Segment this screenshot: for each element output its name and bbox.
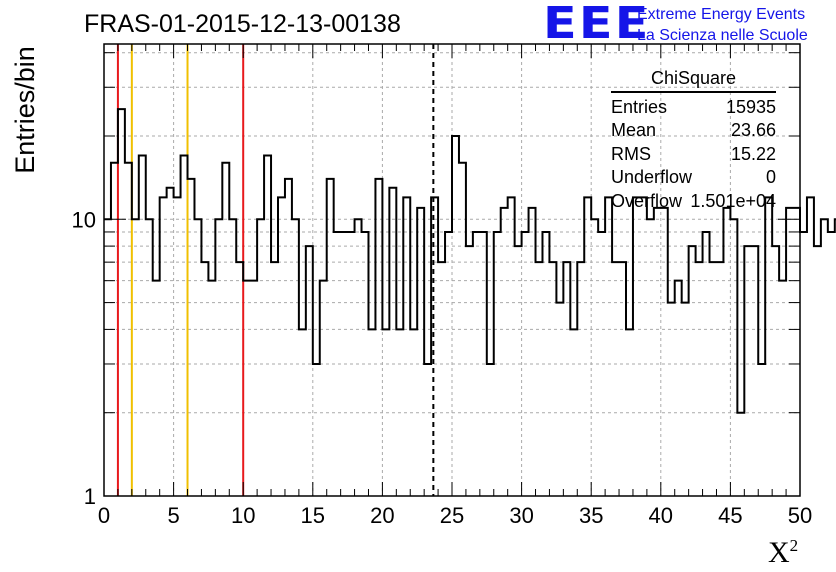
x-tick-label: 50: [788, 503, 812, 528]
stats-label: Mean: [611, 120, 657, 140]
x-tick-label: 40: [649, 503, 673, 528]
stats-label: Entries: [611, 96, 668, 117]
x-tick-label: 45: [718, 503, 742, 528]
stats-row-mean: Mean 23.66: [611, 119, 776, 143]
x-axis-label-base: X: [768, 536, 790, 569]
x-tick-label: 5: [167, 503, 179, 528]
x-tick-label: 10: [231, 503, 255, 528]
logo-line-1: Extreme Energy Events: [637, 6, 806, 23]
stats-value: 15935: [725, 96, 776, 117]
stats-value: 23.66: [730, 120, 776, 140]
x-tick-label: 25: [440, 503, 464, 528]
stats-rows: Entries 15935 Mean 23.66 RMS 15.22 Underflow 0 O…: [611, 96, 776, 214]
x-tick-label: 35: [579, 503, 603, 528]
x-axis-label-exponent: 2: [789, 536, 799, 555]
x-tick-label: 15: [301, 503, 325, 528]
stats-row-rms: RMS 15.22: [611, 143, 776, 167]
stats-row-entries: Entries 15935: [611, 96, 776, 120]
stats-value: 15.22: [730, 143, 776, 164]
stats-label: Underflow: [611, 167, 693, 187]
logo-caption: Extreme Energy Events La Scienza nelle S…: [637, 4, 808, 46]
x-axis-label: X2: [768, 536, 798, 570]
logo-line-2: La Scienza nelle Scuole: [637, 27, 808, 44]
y-tick-label: 1: [84, 484, 96, 509]
stats-label: RMS: [611, 143, 651, 164]
stats-label: Overflow: [611, 190, 683, 211]
eee-logo: EEE: [543, 0, 651, 49]
y-tick-label: 10: [72, 207, 96, 232]
stats-box: ChiSquare Entries 15935 Mean 23.66 RMS 15.22 U…: [611, 67, 776, 213]
stats-row-overflow: Overflow 1.501e+04: [611, 190, 776, 214]
stats-title: ChiSquare: [611, 67, 776, 93]
stats-row-underflow: Underflow 0: [611, 166, 776, 190]
x-tick-label: 30: [509, 503, 533, 528]
stats-value: 0: [765, 167, 776, 187]
x-tick-label: 0: [98, 503, 110, 528]
stats-value: 1.501e+04: [690, 190, 776, 211]
x-tick-label: 20: [370, 503, 394, 528]
chart-title: FRAS-01-2015-12-13-00138: [84, 10, 401, 38]
